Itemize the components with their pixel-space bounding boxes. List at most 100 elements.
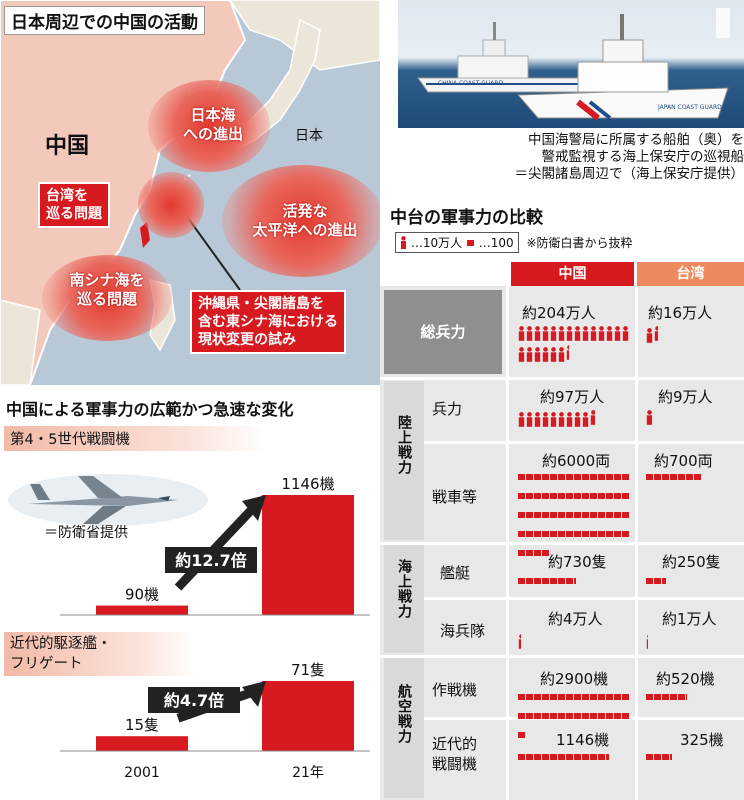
bar-mark [662,754,669,760]
bar-mark [654,578,661,584]
bar-mark [542,512,549,518]
bar-mark [542,493,549,499]
bar-mark [614,493,621,499]
bar-mark [558,754,565,760]
ground-troops-china-pictogram [518,410,630,440]
bar-mark [574,578,576,584]
bar-mark [558,493,565,499]
bar-mark [670,474,677,480]
row-label-combat-aircraft: 作戦機 [432,681,478,699]
bar-mark [622,531,629,537]
bar-mark [598,713,605,719]
bar-mark [646,578,653,584]
row-label-total: 総兵力 [384,290,502,374]
row-separator [380,655,744,658]
person-mark [550,326,557,341]
bar-mark [598,531,605,537]
bar-mark [558,694,565,700]
modern-fighters-china-value: 1146機 [556,731,610,749]
bar [262,681,354,751]
bar-mark [598,474,605,480]
x-tick-label: 21年 [292,765,324,781]
bar-mark [566,694,573,700]
bar [96,605,188,615]
person-mark [582,326,589,341]
map-title: 日本周辺での中国の活動 [4,6,205,35]
bar-mark [598,754,605,760]
bar-mark [550,713,557,719]
fighter-chart-title: 第4・5世代戦闘機 [4,426,266,451]
bar-mark [518,732,525,738]
bar-mark [534,493,541,499]
person-mark [550,347,557,362]
legend-box: …10万人 …100 [395,232,519,253]
person-mark [558,412,565,427]
pacific-zone [222,165,380,277]
tanks-taiwan-value: 約700両 [654,452,713,470]
bar-mark [678,474,685,480]
legend-bar-text: …100 [478,236,514,250]
bar-mark [574,512,581,518]
bar-mark [518,578,525,584]
arrow-head-icon [242,495,266,521]
east-china-sea-zone [138,172,204,238]
bar-mark [558,474,565,480]
bar-mark [534,578,541,584]
growth-title: 中国による軍事力の広範かつ急速な変化 [6,400,294,419]
bar-mark [534,713,541,719]
growth-arrow [174,501,260,591]
pacific-label: 活発な 太平洋への進出 [252,202,358,239]
person-mark [654,326,658,341]
person-mark [582,412,589,427]
bar-value-label: 1146機 [281,475,334,493]
marines-china-value: 約4万人 [548,610,603,628]
tanks-china-value: 約6000両 [542,452,611,470]
photo-credit: ＝防衛省提供 [44,525,128,541]
map-label-china: 中国 [45,134,90,159]
person-mark [646,634,648,649]
bar-mark [694,474,701,480]
person-mark [622,326,629,341]
row-label-modern-fighters: 近代的 戦闘機 [432,735,478,773]
bar-mark [550,512,557,518]
bar-mark [542,713,549,719]
bar-mark [606,694,613,700]
bar-mark [518,493,525,499]
photo-caption: 中国海警局に所属する船舶（奥）を 警戒監視する海上保安庁の巡視船 ＝尖閣諸島周辺… [514,132,744,182]
bar-mark [526,578,533,584]
bar-mark [590,512,597,518]
china-coast-guard-text: CHINA COAST GUARD [438,80,504,87]
ratio-badge [165,547,257,573]
bar-mark [542,754,549,760]
japan-coast-guard-text: JAPAN COAST GUARD [658,104,722,111]
row-separator [424,597,744,600]
ground-troops-taiwan-value: 約9万人 [658,388,713,406]
ratio-badge [148,687,240,713]
bar-mark [518,512,525,518]
ground-troops-taiwan-pictogram [646,410,741,440]
legend-source: ※防衛白書から抜粋 [526,236,633,250]
bar-mark [614,694,621,700]
coast-guard-photo: CHINA COAST GUARD JAPAN COAST GUARD [398,0,744,128]
bar [262,495,354,615]
bar-mark [526,474,533,480]
bar-mark [590,713,597,719]
bar-mark [566,474,573,480]
bar-mark [614,713,621,719]
bar [96,736,188,751]
col-header-taiwan: 台湾 [637,262,744,286]
legend-person-text: …10万人 [410,236,463,250]
person-mark [646,328,653,343]
bar-mark [550,493,557,499]
person-mark [590,326,597,341]
bar-mark [622,512,629,518]
bar-mark [582,694,589,700]
bar-mark [558,531,565,537]
bar-mark [550,754,557,760]
person-mark [542,412,549,427]
bar-mark [518,754,525,760]
bar-mark [542,531,549,537]
bar-mark [542,694,549,700]
bar-mark [606,474,613,480]
bar-mark [518,694,525,700]
